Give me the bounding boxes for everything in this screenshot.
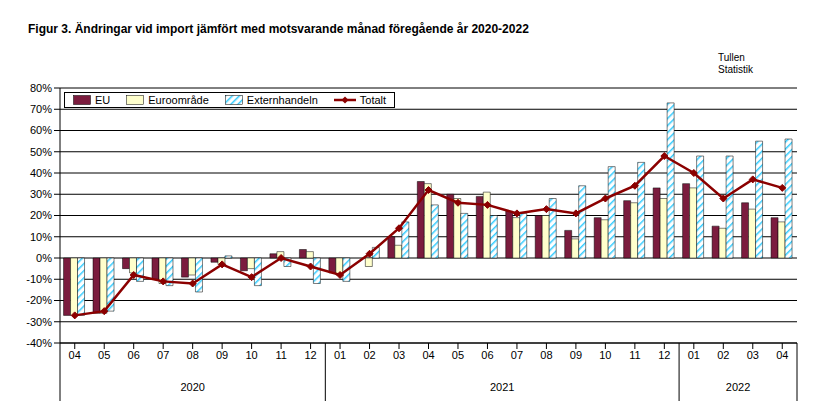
svg-text:12: 12 xyxy=(304,349,316,361)
svg-text:11: 11 xyxy=(629,349,640,361)
svg-text:50%: 50% xyxy=(30,146,52,158)
html-text:Euroområde: Euroområde xyxy=(148,94,209,106)
svg-text:06: 06 xyxy=(481,349,493,361)
svg-text:07: 07 xyxy=(511,349,523,361)
svg-text:70%: 70% xyxy=(30,103,52,115)
svg-text:20%: 20% xyxy=(30,209,52,221)
html-text:Totalt: Totalt xyxy=(359,94,387,106)
svg-text:2022: 2022 xyxy=(726,381,750,393)
svg-text:10: 10 xyxy=(599,349,611,361)
svg-text:04: 04 xyxy=(69,349,81,361)
svg-text:05: 05 xyxy=(98,349,110,361)
svg-text:01: 01 xyxy=(688,349,700,361)
svg-text:80%: 80% xyxy=(30,82,52,94)
svg-text:05: 05 xyxy=(452,349,464,361)
html-text:Externhandeln: Externhandeln xyxy=(246,94,318,106)
svg-text:-30%: -30% xyxy=(26,316,52,328)
html-text:Tullen Statistik: Tullen Statistik xyxy=(718,52,753,75)
svg-text:-20%: -20% xyxy=(26,294,52,306)
html-text:EU: EU xyxy=(95,94,111,106)
svg-text:30%: 30% xyxy=(30,188,52,200)
svg-text:03: 03 xyxy=(393,349,405,361)
svg-text:02: 02 xyxy=(363,349,375,361)
svg-text:60%: 60% xyxy=(30,124,52,136)
svg-text:11: 11 xyxy=(275,349,286,361)
svg-text:08: 08 xyxy=(187,349,199,361)
svg-text:04: 04 xyxy=(422,349,434,361)
html-text:Figur 3. Ändringar vid import: Figur 3. Ändringar vid import jämfört me… xyxy=(28,22,529,36)
svg-text:06: 06 xyxy=(128,349,140,361)
svg-text:2021: 2021 xyxy=(490,381,514,393)
svg-text:01: 01 xyxy=(334,349,346,361)
svg-text:2020: 2020 xyxy=(180,381,204,393)
svg-text:0%: 0% xyxy=(36,252,52,264)
svg-text:40%: 40% xyxy=(30,167,52,179)
svg-text:07: 07 xyxy=(157,349,169,361)
svg-text:04: 04 xyxy=(776,349,788,361)
svg-text:02: 02 xyxy=(717,349,729,361)
svg-text:09: 09 xyxy=(570,349,582,361)
svg-text:10%: 10% xyxy=(30,231,52,243)
svg-text:09: 09 xyxy=(216,349,228,361)
svg-text:08: 08 xyxy=(540,349,552,361)
svg-text:10: 10 xyxy=(245,349,257,361)
svg-text:-10%: -10% xyxy=(26,273,52,285)
svg-text:12: 12 xyxy=(658,349,670,361)
svg-text:-40%: -40% xyxy=(26,337,52,349)
svg-text:03: 03 xyxy=(747,349,759,361)
